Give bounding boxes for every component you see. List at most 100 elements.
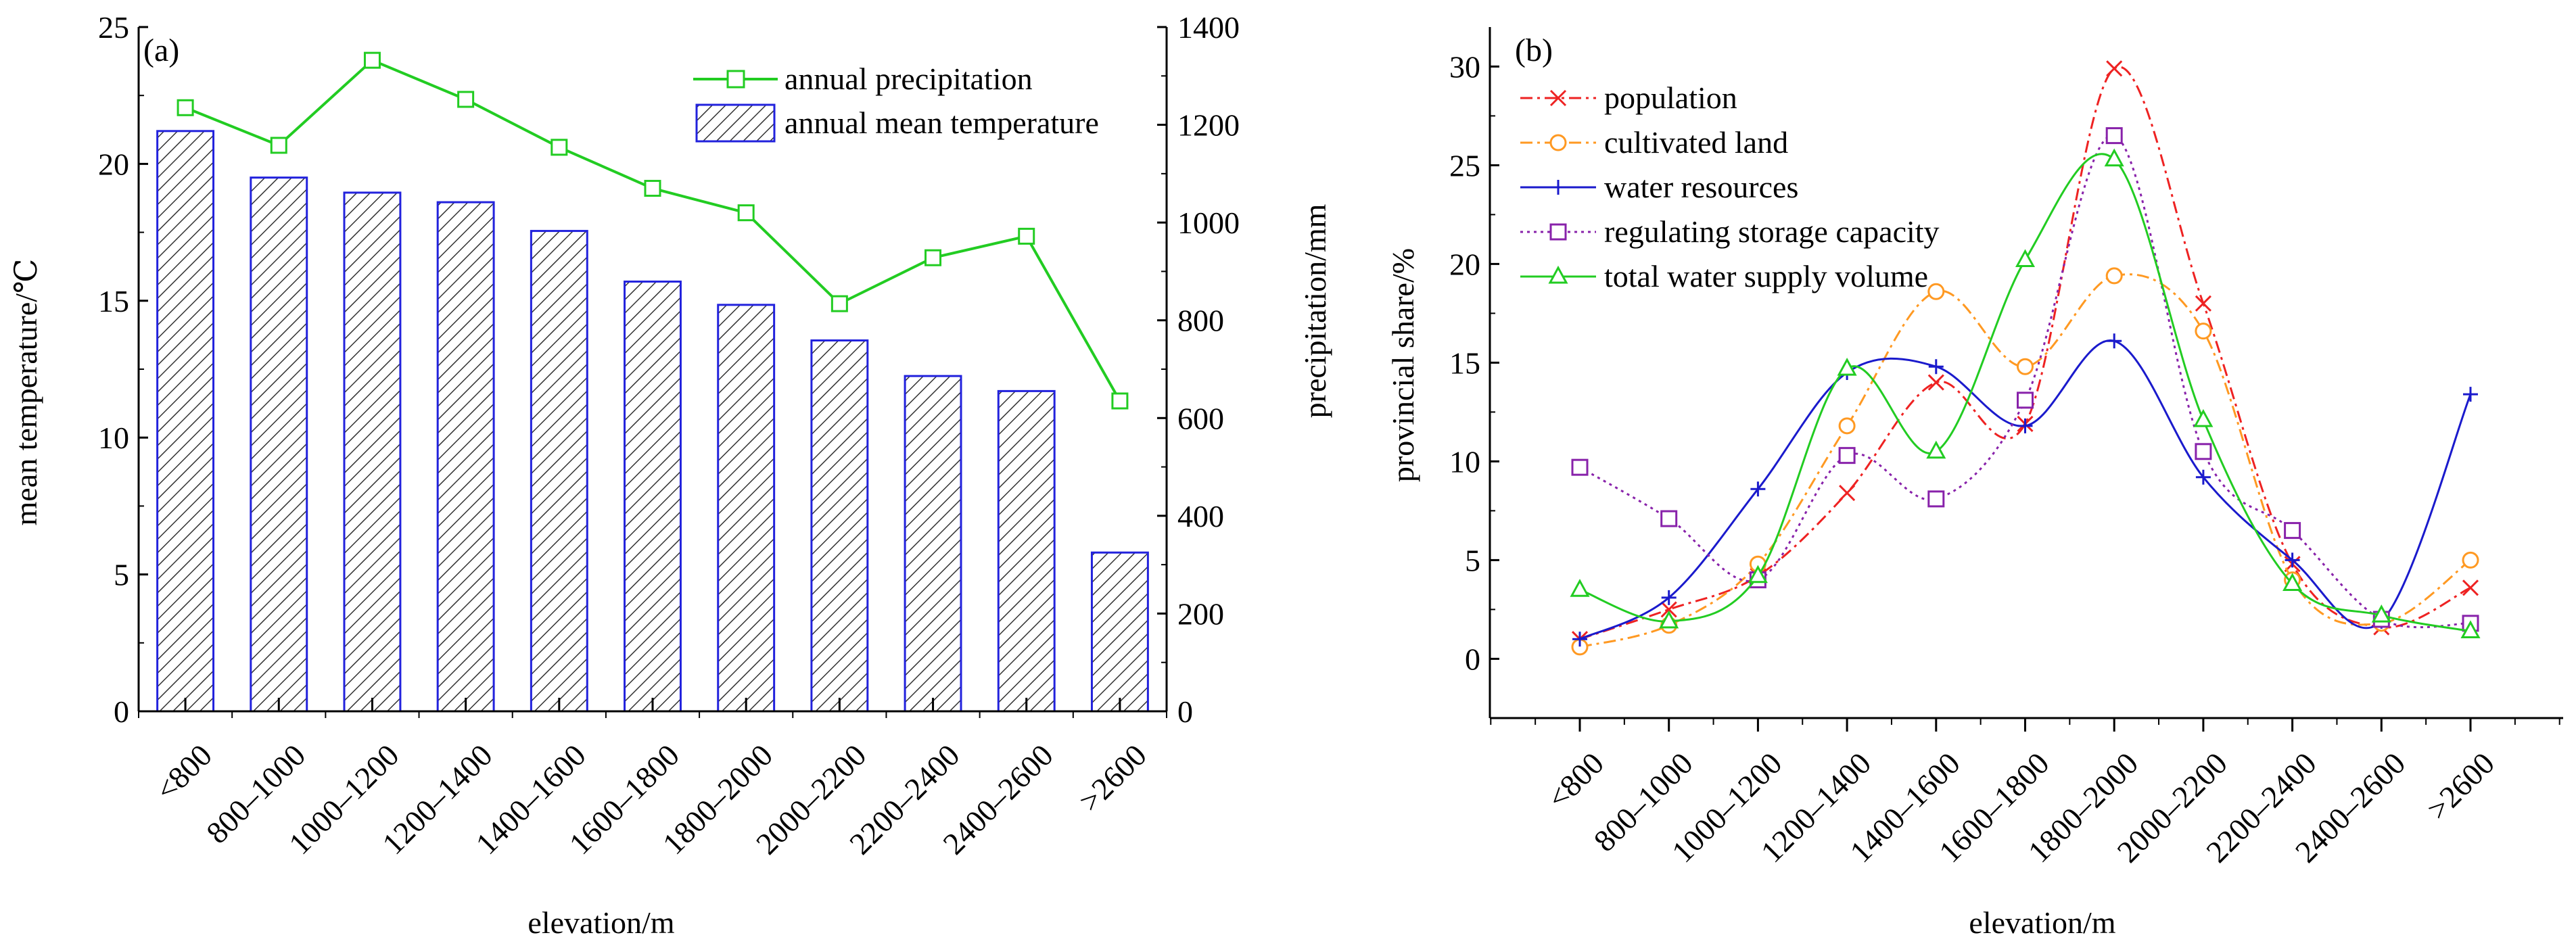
total-water-supply-volume-point bbox=[1837, 358, 1857, 376]
total-water-supply-volume-point bbox=[1748, 565, 1768, 584]
water-resources-point bbox=[1661, 590, 1677, 605]
cultivated-land-point bbox=[2462, 551, 2479, 569]
precipitation-point bbox=[924, 249, 942, 266]
temperature-bar bbox=[1090, 551, 1149, 713]
population-point bbox=[1927, 374, 1944, 391]
water-resources-point bbox=[1928, 359, 1944, 375]
water-resources-line bbox=[1579, 339, 2472, 640]
regulating-storage-capacity-point bbox=[2017, 391, 2034, 409]
population-point bbox=[2195, 295, 2211, 312]
legend-marker bbox=[1549, 89, 1567, 107]
precipitation-point bbox=[457, 91, 475, 108]
regulating-storage-capacity-point bbox=[2284, 522, 2301, 540]
legend-label: cultivated land bbox=[1604, 125, 1788, 160]
water-resources-point bbox=[2017, 418, 2033, 433]
y-right-tick-label: 1000 bbox=[1177, 206, 1240, 240]
total-water-supply-volume-point bbox=[1570, 579, 1590, 597]
legend-label: water resources bbox=[1604, 170, 1798, 204]
population-point bbox=[2106, 60, 2123, 77]
precipitation-point bbox=[270, 137, 287, 154]
total-water-supply-volume-point bbox=[1659, 610, 1679, 629]
total-water-supply-volume-point bbox=[2104, 148, 2124, 167]
y-tick-label: 10 bbox=[1449, 444, 1480, 479]
y-right-tick-label: 1400 bbox=[1177, 10, 1240, 45]
y-right-tick-label: 200 bbox=[1177, 596, 1224, 631]
regulating-storage-capacity-point bbox=[1571, 458, 1589, 476]
panel-b-series bbox=[1570, 60, 2481, 656]
water-resources-point bbox=[2285, 552, 2300, 568]
panel-b-ylabel: provincial share/% bbox=[1386, 248, 1420, 482]
cultivated-land-point bbox=[2105, 267, 2123, 285]
y-left-tick-label: 15 bbox=[98, 284, 129, 318]
legend-marker bbox=[1549, 223, 1567, 241]
precipitation-point bbox=[363, 51, 381, 69]
water-resources-point bbox=[2463, 387, 2478, 402]
legend-temp-swatch bbox=[695, 103, 776, 143]
precipitation-point bbox=[830, 295, 848, 312]
legend-label: population bbox=[1604, 80, 1737, 115]
x-tick-label: >2600 bbox=[1073, 738, 1153, 818]
temperature-bar bbox=[250, 176, 308, 713]
y-right-tick-label: 0 bbox=[1177, 694, 1193, 729]
regulating-storage-capacity-point bbox=[2195, 443, 2212, 460]
y-right-tick-label: 1200 bbox=[1177, 108, 1240, 143]
precipitation-point bbox=[1018, 227, 1035, 245]
cultivated-land-point bbox=[2195, 323, 2212, 340]
precipitation-point bbox=[644, 180, 661, 197]
total-water-supply-volume-point bbox=[2015, 249, 2036, 268]
cultivated-land-point bbox=[1838, 417, 1856, 435]
y-tick-label: 25 bbox=[1449, 148, 1480, 183]
legend-marker bbox=[1551, 180, 1566, 195]
y-tick-label: 5 bbox=[1465, 543, 1480, 577]
panel-a-ylabel-right: precipitation/mm bbox=[1298, 204, 1332, 418]
legend-precip-marker bbox=[726, 70, 745, 89]
temperature-bar bbox=[436, 201, 495, 713]
legend-temp-label: annual mean temperature bbox=[784, 105, 1099, 140]
panel-b-label: (b) bbox=[1515, 32, 1553, 68]
panel-b-legend: population cultivated land water resources… bbox=[1520, 80, 1940, 293]
regulating-storage-capacity-line bbox=[1579, 135, 2471, 629]
panel-a-legend: annual precipitation annual mean tempera… bbox=[693, 62, 1099, 143]
population-point bbox=[1660, 601, 1677, 618]
y-left-tick-label: 5 bbox=[114, 558, 129, 592]
panel-a-ylabel-left: mean temperature/℃ bbox=[9, 259, 43, 526]
precipitation-point bbox=[1111, 392, 1129, 410]
total-water-supply-volume-point bbox=[2282, 573, 2303, 591]
population-point bbox=[2462, 579, 2479, 596]
temperature-bar bbox=[624, 280, 682, 713]
cultivated-land-point bbox=[2017, 358, 2034, 375]
panel-a-precip-line bbox=[177, 51, 1129, 410]
y-tick-label: 15 bbox=[1449, 346, 1480, 380]
y-left-tick-label: 10 bbox=[98, 421, 129, 455]
precipitation-point bbox=[551, 139, 568, 156]
temperature-bar bbox=[904, 375, 962, 713]
temperature-bar bbox=[810, 339, 869, 713]
temperature-bar bbox=[717, 304, 776, 713]
x-tick-label: <800 bbox=[149, 738, 218, 807]
panel-a-chart: 05101520250200400600800100012001400<8008… bbox=[9, 10, 1332, 940]
y-tick-label: 0 bbox=[1465, 642, 1480, 676]
water-resources-point bbox=[1750, 481, 1766, 497]
y-left-tick-label: 0 bbox=[114, 694, 129, 729]
panel-a-bars bbox=[156, 130, 1149, 713]
regulating-storage-capacity-point bbox=[2105, 127, 2123, 145]
legend-marker bbox=[1549, 134, 1567, 151]
legend-label: total water supply volume bbox=[1604, 259, 1928, 293]
panel-b-chart: 051015202530<800800–10001000–12001200–14… bbox=[1386, 27, 2563, 940]
water-resources-point bbox=[2195, 469, 2211, 485]
water-resources-point bbox=[2107, 333, 2122, 349]
regulating-storage-capacity-point bbox=[1838, 447, 1856, 465]
total-water-supply-volume-point bbox=[2460, 620, 2481, 639]
legend-marker bbox=[1548, 265, 1568, 284]
temperature-bar bbox=[530, 230, 588, 713]
y-left-tick-label: 20 bbox=[98, 147, 129, 181]
y-left-tick-label: 25 bbox=[98, 10, 129, 45]
cultivated-land-point bbox=[1927, 283, 1945, 300]
panel-b-xlabel: elevation/m bbox=[1969, 905, 2115, 940]
y-right-tick-label: 600 bbox=[1177, 401, 1224, 435]
precipitation-point bbox=[177, 99, 194, 116]
y-tick-label: 30 bbox=[1449, 49, 1480, 84]
y-tick-label: 20 bbox=[1449, 247, 1480, 281]
temperature-bar bbox=[997, 389, 1056, 713]
